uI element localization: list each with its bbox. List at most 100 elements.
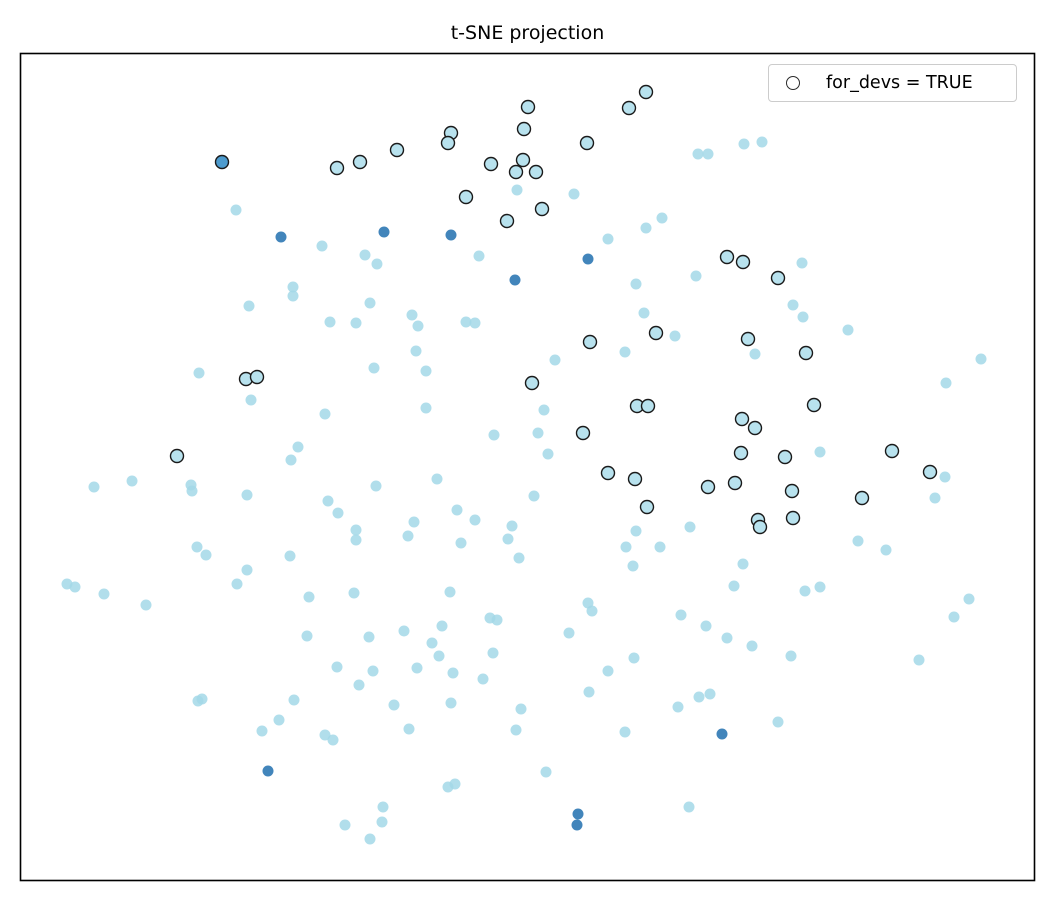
scatter-point	[752, 519, 768, 535]
scatter-point	[620, 541, 632, 553]
scatter-point	[579, 135, 595, 151]
scatter-point	[600, 465, 616, 481]
scatter-point	[798, 345, 814, 361]
scatter-point	[784, 483, 800, 499]
scatter-point	[445, 697, 457, 709]
scatter-point	[733, 445, 749, 461]
scatter-point	[331, 661, 343, 673]
scatter-point	[411, 662, 423, 674]
scatter-point	[303, 591, 315, 603]
scatter-point	[444, 586, 456, 598]
scatter-point	[540, 766, 552, 778]
scatter-point	[370, 480, 382, 492]
scatter-point	[520, 99, 536, 115]
scatter-point	[975, 353, 987, 365]
scatter-point	[692, 148, 704, 160]
scatter-point	[329, 160, 345, 176]
scatter-point	[412, 320, 424, 332]
scatter-point	[549, 354, 561, 366]
scatter-point	[477, 673, 489, 685]
scatter-point	[249, 369, 265, 385]
scatter-point	[516, 121, 532, 137]
scatter-point	[469, 317, 481, 329]
scatter-point	[727, 475, 743, 491]
scatter-point	[880, 544, 892, 556]
scatter-point	[288, 694, 300, 706]
scatter-point	[630, 278, 642, 290]
scatter-point	[275, 231, 287, 243]
scatter-point	[368, 362, 380, 374]
scatter-point	[408, 516, 420, 528]
scatter-point	[575, 425, 591, 441]
scatter-point	[852, 535, 864, 547]
scatter-point	[420, 365, 432, 377]
scatter-point	[440, 135, 456, 151]
scatter-point	[929, 492, 941, 504]
scatter-point	[777, 449, 793, 465]
scatter-point	[445, 229, 457, 241]
scatter-point	[842, 324, 854, 336]
scatter-point	[488, 429, 500, 441]
scatter-point	[410, 345, 422, 357]
scatter-point	[231, 578, 243, 590]
scatter-point	[352, 154, 368, 170]
scatter-point	[785, 510, 801, 526]
scatter-point	[675, 609, 687, 621]
scatter-point	[350, 524, 362, 536]
scatter-point	[532, 427, 544, 439]
scatter-point	[948, 611, 960, 623]
scatter-point	[797, 311, 809, 323]
scatter-point	[640, 222, 652, 234]
scatter-point	[628, 652, 640, 664]
scatter-point	[534, 201, 550, 217]
scatter-point	[256, 725, 268, 737]
scatter-point	[140, 599, 152, 611]
scatter-point	[186, 485, 198, 497]
scatter-point	[515, 703, 527, 715]
scatter-point	[469, 514, 481, 526]
scatter-point	[364, 297, 376, 309]
scatter-point	[327, 734, 339, 746]
scatter-point	[796, 257, 808, 269]
scatter-point	[700, 620, 712, 632]
scatter-point	[630, 525, 642, 537]
scatter-point	[515, 152, 531, 168]
scatter-point	[586, 605, 598, 617]
scatter-point	[913, 654, 925, 666]
scatter-point	[627, 560, 639, 572]
scatter-point	[582, 253, 594, 265]
scatter-point	[449, 778, 461, 790]
scatter-point	[737, 558, 749, 570]
scatter-point	[740, 331, 756, 347]
scatter-point	[350, 317, 362, 329]
scatter-point	[339, 819, 351, 831]
scatter-point	[854, 490, 870, 506]
scatter-point	[460, 316, 472, 328]
scatter-point	[245, 394, 257, 406]
scatter-point	[324, 316, 336, 328]
scatter-point	[638, 84, 654, 100]
scatter-point	[388, 699, 400, 711]
scatter-point	[403, 723, 415, 735]
scatter-point	[572, 808, 584, 820]
scatter-point	[499, 213, 515, 229]
scatter-point	[940, 377, 952, 389]
scatter-point	[319, 729, 331, 741]
scatter-point	[734, 411, 750, 427]
scatter-point	[702, 148, 714, 160]
scatter-point	[196, 693, 208, 705]
scatter-point	[704, 688, 716, 700]
scatter-point	[301, 630, 313, 642]
scatter-point	[371, 258, 383, 270]
scatter-point	[402, 530, 414, 542]
scatter-point	[483, 156, 499, 172]
scatter-point	[262, 765, 274, 777]
scatter-point	[700, 479, 716, 495]
scatter-point	[389, 142, 405, 158]
scatter-point	[728, 580, 740, 592]
scatter-point	[420, 402, 432, 414]
scatter-point	[602, 665, 614, 677]
scatter-point	[126, 475, 138, 487]
scatter-point	[884, 443, 900, 459]
scatter-point	[656, 212, 668, 224]
